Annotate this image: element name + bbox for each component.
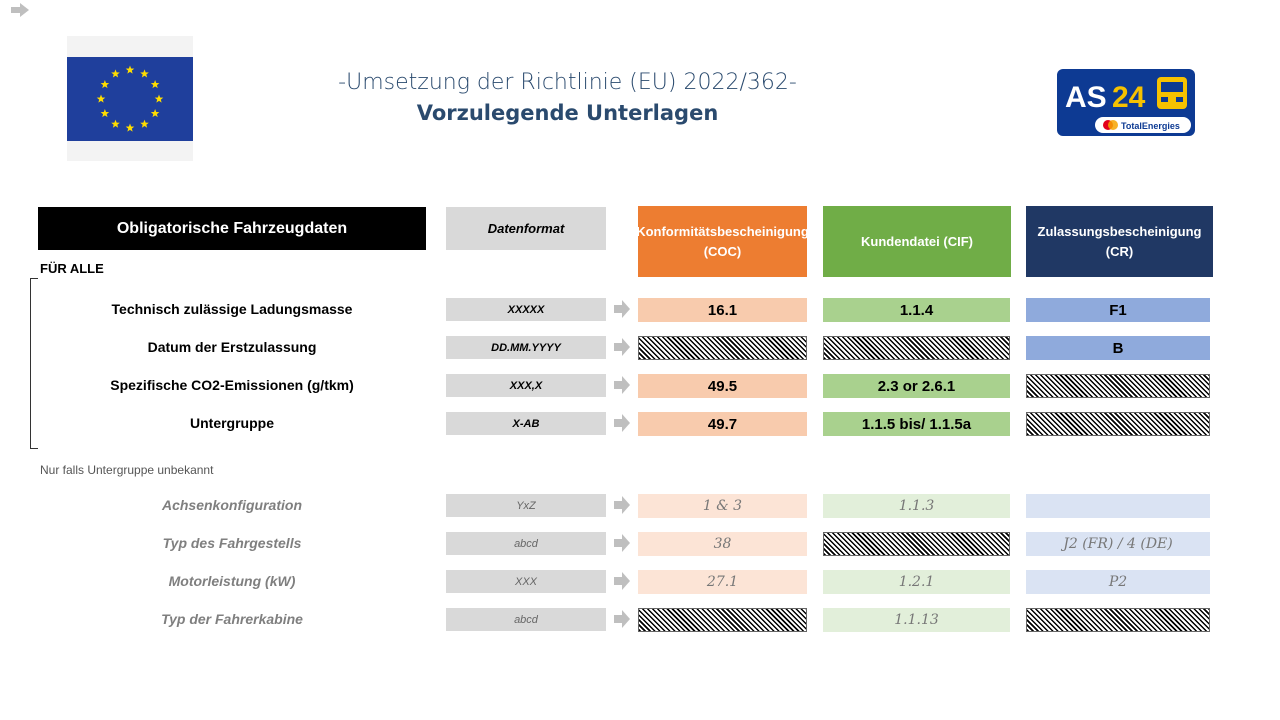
row-label: Motorleistung (kW) [168, 573, 296, 589]
right-arrow-icon [614, 338, 630, 356]
eu-flag-logo [67, 36, 193, 161]
section-label-all: FÜR ALLE [40, 261, 104, 276]
cr-reference-cell [1026, 608, 1210, 632]
svg-text:24: 24 [1112, 81, 1146, 114]
coc-reference-cell: 38 [638, 532, 807, 556]
eu-star-icon [111, 119, 120, 128]
eu-star-icon [125, 123, 135, 132]
coc-reference-cell: 49.5 [638, 374, 807, 398]
eu-star-icon [111, 69, 120, 78]
cr-column-header: Zulassungsbescheinigung (CR) [1026, 206, 1213, 277]
cif-reference-cell [823, 532, 1010, 556]
cr-reference-cell: P2 [1026, 570, 1210, 594]
cif-reference-cell: 2.3 or 2.6.1 [823, 374, 1010, 398]
eu-star-icon [100, 109, 110, 118]
data-format-cell: abcd [446, 608, 606, 631]
data-format-cell: abcd [446, 532, 606, 555]
eu-star-icon [125, 65, 135, 74]
row-label: Technisch zulässige Ladungsmasse [111, 301, 353, 317]
eu-star-icon [140, 119, 149, 128]
cif-column-header: Kundendatei (CIF) [823, 206, 1011, 277]
data-format-cell: XXXXX [446, 298, 606, 321]
coc-reference-cell: 49.7 [638, 412, 807, 436]
cr-reference-cell: F1 [1026, 298, 1210, 322]
cif-reference-cell: 1.1.13 [823, 608, 1010, 632]
data-format-cell: DD.MM.YYYY [446, 336, 606, 359]
cif-reference-cell [823, 336, 1010, 360]
row-label: Untergruppe [190, 415, 274, 431]
eu-star-icon [150, 80, 160, 89]
cif-reference-cell: 1.1.4 [823, 298, 1010, 322]
section-bracket [30, 278, 38, 449]
eu-star-icon [154, 94, 164, 103]
eu-star-icon [150, 109, 160, 118]
coc-column-header: Konformitätsbescheinigung (COC) [636, 206, 809, 277]
mandatory-data-header: Obligatorische Fahrzeugdaten [38, 207, 426, 250]
right-arrow-icon [614, 300, 630, 318]
row-label: Typ der Fahrerkabine [161, 611, 303, 627]
data-format-cell: X-AB [446, 412, 606, 435]
cr-reference-cell [1026, 374, 1210, 398]
right-arrow-icon [614, 376, 630, 394]
cr-reference-cell [1026, 412, 1210, 436]
eu-stars-icon [96, 65, 164, 132]
cr-reference-cell [1026, 494, 1210, 518]
row-label: Achsenkonfiguration [161, 497, 302, 513]
row-label: Spezifische CO2-Emissionen (g/tkm) [110, 377, 354, 393]
row-label: Datum der Erstzulassung [147, 339, 317, 355]
row-label: Typ des Fahrgestells [162, 535, 302, 551]
coc-reference-cell: 27.1 [638, 570, 807, 594]
data-format-header: Datenformat [446, 207, 606, 250]
coc-reference-cell: 1 & 3 [638, 494, 807, 518]
page-title-line1: -Umsetzung der Richtlinie (EU) 2022/362- [338, 70, 797, 95]
cif-reference-cell: 1.1.5 bis/ 1.1.5a [823, 412, 1010, 436]
right-arrow-icon [614, 534, 630, 552]
data-format-cell: YxZ [446, 494, 606, 517]
nav-arrow-icon[interactable] [10, 2, 30, 18]
right-arrow-icon [614, 572, 630, 590]
eu-star-icon [140, 69, 149, 78]
right-arrow-icon [614, 414, 630, 432]
coc-reference-cell [638, 608, 807, 632]
eu-star-icon [96, 94, 106, 103]
svg-text:AS: AS [1065, 81, 1107, 114]
as24-logo: AS 24 TotalEnergies [1057, 69, 1195, 136]
data-format-cell: XXX,X [446, 374, 606, 397]
data-format-cell: XXX [446, 570, 606, 593]
logo-brand-text: TotalEnergies [1121, 121, 1180, 131]
cif-reference-cell: 1.1.3 [823, 494, 1010, 518]
cif-reference-cell: 1.2.1 [823, 570, 1010, 594]
coc-reference-cell [638, 336, 807, 360]
coc-reference-cell: 16.1 [638, 298, 807, 322]
cr-reference-cell: B [1026, 336, 1210, 360]
cr-reference-cell: J2 (FR) / 4 (DE) [1026, 532, 1210, 556]
right-arrow-icon [614, 496, 630, 514]
optional-note: Nur falls Untergruppe unbekannt [40, 463, 214, 477]
page-title-line2: Vorzulegende Unterlagen [416, 101, 719, 125]
eu-star-icon [100, 80, 110, 89]
right-arrow-icon [614, 610, 630, 628]
